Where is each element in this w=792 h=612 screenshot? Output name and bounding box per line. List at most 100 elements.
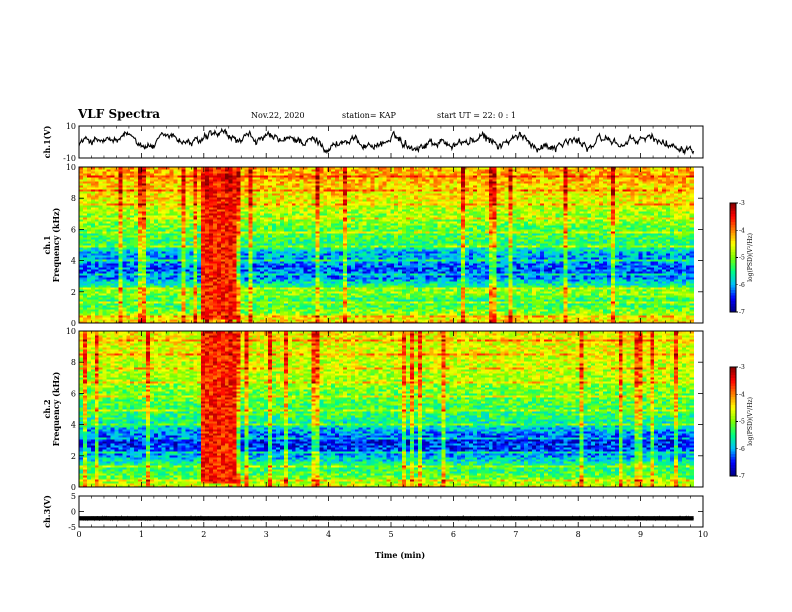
spectrogram-cell [611, 293, 615, 295]
spectrogram-cell [579, 283, 583, 285]
spectrogram-cell [603, 305, 607, 307]
spectrogram-cell [213, 303, 217, 305]
spectrogram-cell [201, 275, 205, 277]
spectrogram-cell [642, 319, 646, 321]
spectrogram-cell [335, 315, 339, 317]
spectrogram-cell [323, 317, 327, 319]
spectrogram-cell [595, 287, 599, 289]
spectrogram-cell [91, 271, 95, 273]
spectrogram-cell [83, 267, 87, 269]
spectrogram-cell [359, 295, 363, 297]
spectrogram-cell [126, 317, 130, 319]
spectrogram-cell [83, 273, 87, 275]
spectrogram-cell [449, 261, 453, 263]
spectrogram-cell [477, 283, 481, 285]
spectrogram-cell [438, 299, 442, 301]
spectrogram-cell [422, 271, 426, 273]
spectrogram-cell [623, 319, 627, 321]
spectrogram-cell [197, 295, 201, 297]
spectrogram-cell [560, 261, 564, 263]
spectrogram-cell [252, 317, 256, 319]
spectrogram-cell [489, 275, 493, 277]
spectrogram-cell [284, 273, 288, 275]
spectrogram-cell [619, 273, 623, 275]
spectrogram-cell [83, 293, 87, 295]
spectrogram-cell [99, 281, 103, 283]
spectrogram-cell [516, 295, 520, 297]
spectrogram-cell [166, 311, 170, 313]
spectrogram-cell [225, 289, 229, 291]
spectrogram-cell [118, 303, 122, 305]
spectrogram-cell [355, 261, 359, 263]
spectrogram-cell [87, 291, 91, 293]
spectrogram-cell [568, 297, 572, 299]
spectrogram-cell [430, 261, 434, 263]
spectrogram-cell [579, 287, 583, 289]
spectrogram-cell [646, 281, 650, 283]
spectrogram-cell [158, 279, 162, 281]
spectrogram-cell [481, 289, 485, 291]
spectrogram-cell [138, 259, 142, 261]
spectrogram-cell [528, 263, 532, 265]
spectrogram-cell [493, 313, 497, 315]
spectrogram-cell [457, 261, 461, 263]
spectrogram-cell [371, 271, 375, 273]
spectrogram-cell [556, 297, 560, 299]
spectrogram-cell [430, 277, 434, 279]
spectrogram-cell [418, 267, 422, 269]
spectrogram-ch1 [79, 167, 694, 323]
spectrogram-cell [95, 265, 99, 267]
spectrogram-cell [690, 301, 694, 303]
spectrogram-cell [201, 273, 205, 275]
spectrogram-cell [378, 317, 382, 319]
spectrogram-cell [575, 275, 579, 277]
spectrogram-cell [256, 319, 260, 321]
spectrogram-cell [142, 315, 146, 317]
spectrogram-cell [272, 301, 276, 303]
spectrogram-cell [378, 273, 382, 275]
spectrogram-cell [205, 305, 209, 307]
spectrogram-cell [406, 267, 410, 269]
spectrogram-cell [174, 309, 178, 311]
spectrogram-cell [512, 313, 516, 315]
spectrogram-cell [552, 283, 556, 285]
spectrogram-cell [272, 313, 276, 315]
spectrogram-cell [375, 273, 379, 275]
spectrogram-cell [280, 277, 284, 279]
spectrogram-cell [382, 261, 386, 263]
spectrogram-cell [209, 287, 213, 289]
spectrogram-cell [457, 281, 461, 283]
spectrogram-cell [150, 283, 154, 285]
spectrogram-cell [548, 263, 552, 265]
spectrogram-cell [229, 307, 233, 309]
spectrogram-cell [481, 313, 485, 315]
spectrogram-cell [568, 305, 572, 307]
spectrogram-cell [469, 265, 473, 267]
spectrogram-cell [560, 295, 564, 297]
spectrogram-cell [678, 303, 682, 305]
spectrogram-cell [418, 289, 422, 291]
spectrogram-cell [638, 289, 642, 291]
spectrogram-cell [193, 293, 197, 295]
spectrogram-cell [512, 281, 516, 283]
spectrogram-cell [508, 307, 512, 309]
spectrogram-cell [497, 301, 501, 303]
spectrogram-cell [595, 289, 599, 291]
spectrogram-cell [268, 277, 272, 279]
spectrogram-cell [304, 293, 308, 295]
spectrogram-cell [355, 297, 359, 299]
spectrogram-cell [591, 267, 595, 269]
spectrogram-cell [166, 295, 170, 297]
spectrogram-cell [473, 301, 477, 303]
spectrogram-cell [146, 319, 150, 321]
spectrogram-cell [375, 299, 379, 301]
spectrogram-cell [351, 309, 355, 311]
spectrogram-cell [406, 279, 410, 281]
spectrogram-cell [485, 317, 489, 319]
spectrogram-cell [678, 267, 682, 269]
spectrogram-cell [414, 281, 418, 283]
spectrogram-cell [564, 275, 568, 277]
spectrogram-cell [426, 309, 430, 311]
spectrogram-cell [375, 291, 379, 293]
spectrogram-cell [296, 261, 300, 263]
